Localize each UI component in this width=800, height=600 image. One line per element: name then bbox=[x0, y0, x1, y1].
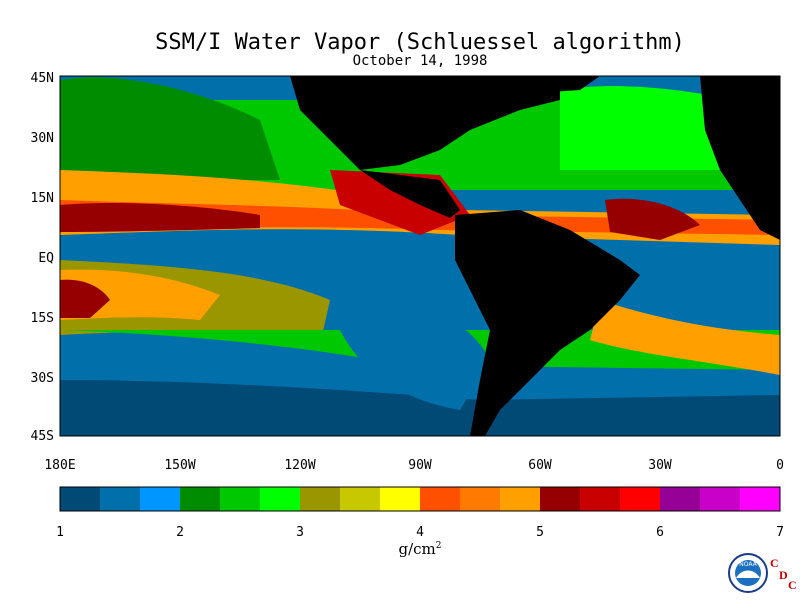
atlantic-max bbox=[605, 198, 700, 240]
colorbar-swatch bbox=[500, 487, 541, 511]
lon-label: 60W bbox=[528, 458, 552, 473]
lat-label: EQ bbox=[38, 251, 54, 266]
colorbar bbox=[59, 486, 781, 512]
lat-label: 45N bbox=[31, 71, 54, 86]
map-frame bbox=[59, 75, 781, 437]
colorbar-swatch bbox=[60, 487, 101, 511]
colorbar-tick-label: 5 bbox=[536, 525, 544, 540]
colorbar-swatch bbox=[700, 487, 741, 511]
colorbar-tick-label: 2 bbox=[176, 525, 184, 540]
colorbar-tick-label: 1 bbox=[56, 525, 64, 540]
cdc-letter: C bbox=[788, 578, 797, 592]
africa-land bbox=[700, 76, 780, 240]
colorbar-swatch bbox=[420, 487, 461, 511]
colorbar-swatch bbox=[340, 487, 381, 511]
southeast-pacific-dry bbox=[340, 290, 490, 410]
colorbar-tick-label: 6 bbox=[656, 525, 664, 540]
south-atlantic-band bbox=[590, 300, 780, 375]
colorbar-tick-label: 4 bbox=[416, 525, 424, 540]
longitude-axis: 180E 150W 120W 90W 60W 30W 0 bbox=[44, 458, 784, 473]
colorbar-swatch bbox=[740, 487, 781, 511]
north-america-land bbox=[290, 76, 560, 170]
water-vapor-field bbox=[60, 76, 780, 436]
lat-label: 15N bbox=[31, 191, 54, 206]
colorbar-swatch bbox=[620, 487, 661, 511]
colorbar-swatch bbox=[140, 487, 181, 511]
south-america-land bbox=[455, 210, 640, 436]
units-label: g/cm2 bbox=[360, 540, 480, 558]
latitude-axis: 45N 30N 15N EQ 15S 30S 45S bbox=[31, 71, 55, 444]
lon-label: 90W bbox=[408, 458, 432, 473]
colorbar-tick-label: 7 bbox=[776, 525, 784, 540]
colorbar-swatch bbox=[540, 487, 581, 511]
lon-label: 30W bbox=[648, 458, 672, 473]
cdc-letter: D bbox=[779, 568, 788, 582]
pacific-max bbox=[60, 203, 260, 232]
colorbar-swatch bbox=[100, 487, 141, 511]
north-pacific-patch bbox=[60, 77, 280, 180]
colorbar-swatch bbox=[460, 487, 501, 511]
units-superscript: 2 bbox=[435, 541, 442, 551]
colorbar-ticks: 1 2 3 4 5 6 7 bbox=[56, 525, 784, 540]
lon-label: 150W bbox=[164, 458, 195, 473]
colorbar-swatch bbox=[660, 487, 701, 511]
colorbar-swatch bbox=[380, 487, 421, 511]
lon-label: 120W bbox=[284, 458, 315, 473]
central-america-land bbox=[360, 170, 460, 218]
noaa-logo-text: NOAA bbox=[739, 561, 757, 568]
noaa-logo: NOAA bbox=[728, 553, 768, 593]
cdc-logo: C D C bbox=[770, 556, 800, 596]
south-pacific-max bbox=[60, 279, 110, 318]
colorbar-swatch bbox=[580, 487, 621, 511]
colorbar-swatch bbox=[220, 487, 261, 511]
cdc-letter: C bbox=[770, 556, 779, 570]
colorbar-frame bbox=[59, 486, 781, 512]
greenland-edge bbox=[540, 76, 600, 92]
lon-label: 180E bbox=[44, 458, 75, 473]
chart-title: SSM/I Water Vapor (Schluessel algorithm) bbox=[155, 30, 685, 55]
lat-label: 30S bbox=[31, 371, 54, 386]
lat-label: 45S bbox=[31, 429, 54, 444]
lon-label: 0 bbox=[776, 458, 784, 473]
lat-label: 15S bbox=[31, 311, 54, 326]
colorbar-tick-label: 3 bbox=[296, 525, 304, 540]
colorbar-swatch bbox=[260, 487, 301, 511]
southern-ocean bbox=[60, 380, 780, 436]
colorbar-swatch bbox=[300, 487, 341, 511]
chart-date: October 14, 1998 bbox=[352, 53, 488, 69]
colorbar-swatch bbox=[180, 487, 221, 511]
lat-label: 30N bbox=[31, 131, 54, 146]
units-text: g/cm bbox=[398, 540, 436, 558]
